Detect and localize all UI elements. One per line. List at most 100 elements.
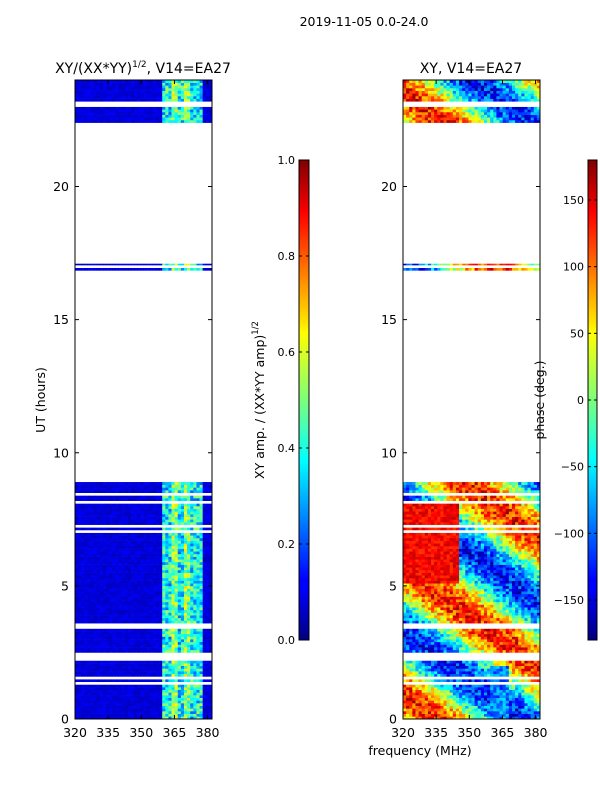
left-heatmap-cell xyxy=(146,657,151,661)
amplitude-colorbar: 0.00.20.40.60.81.0 XY amp. / (XX*YY amp)… xyxy=(251,154,310,647)
left-heatmap-cell xyxy=(84,267,88,271)
left-heatmap-cell xyxy=(121,663,126,667)
left-heatmap-cell xyxy=(106,521,110,525)
left-heatmap-cell xyxy=(162,703,166,706)
left-heatmap-cell xyxy=(131,588,135,592)
left-heatmap-cell xyxy=(81,687,85,691)
left-heatmap-cell xyxy=(171,572,176,576)
left-heatmap-cell xyxy=(115,679,119,683)
left-heatmap-cell xyxy=(103,625,107,629)
left-heatmap-cell xyxy=(81,636,85,640)
left-heatmap-cell xyxy=(75,111,79,115)
left-heatmap-cell xyxy=(121,641,126,645)
left-heatmap-cell xyxy=(168,265,172,268)
left-heatmap-cell xyxy=(177,569,182,573)
left-heatmap-cell xyxy=(177,545,182,549)
left-heatmap-cell xyxy=(106,655,110,659)
left-heatmap-cell xyxy=(137,583,141,587)
left-heatmap-cell xyxy=(87,548,91,552)
right-heatmap-cell xyxy=(490,708,494,712)
left-heatmap-cell xyxy=(177,663,182,667)
left-heatmap-cell xyxy=(159,548,163,552)
left-heatmap-cell xyxy=(127,506,132,509)
right-heatmap-cell xyxy=(502,708,507,712)
left-heatmap-cell xyxy=(121,633,126,637)
left-heatmap-cell xyxy=(127,103,132,107)
left-heatmap-cell xyxy=(149,519,154,523)
left-heatmap-cell xyxy=(162,639,166,643)
left-heatmap-cell xyxy=(152,109,157,113)
left-heatmap-cell xyxy=(199,593,204,597)
left-heatmap-cell xyxy=(90,711,95,714)
left-heatmap-cell xyxy=(124,703,129,706)
left-heatmap-cell xyxy=(124,535,129,539)
left-heatmap-cell xyxy=(84,604,88,608)
left-heatmap-cell xyxy=(90,564,95,568)
left-heatmap-cell xyxy=(112,681,116,685)
left-heatmap-cell xyxy=(137,708,141,712)
left-heatmap-cell xyxy=(174,628,179,632)
left-heatmap-cell xyxy=(155,516,160,520)
left-heatmap-cell xyxy=(155,575,160,579)
left-heatmap-cell xyxy=(196,492,200,496)
left-heatmap-cell xyxy=(109,663,113,667)
left-heatmap-cell xyxy=(99,484,104,488)
left-heatmap-cell xyxy=(87,671,91,675)
left-heatmap-cell xyxy=(183,519,188,523)
left-heatmap-cell xyxy=(103,652,107,656)
left-heatmap-cell xyxy=(155,561,160,565)
left-heatmap-cell xyxy=(202,711,207,714)
right-heatmap-cell xyxy=(483,713,488,717)
left-heatmap-cell xyxy=(137,671,141,675)
left-heatmap-cell xyxy=(127,513,132,517)
left-heatmap-cell xyxy=(115,119,119,123)
left-heatmap-cell xyxy=(177,649,182,653)
left-heatmap-cell xyxy=(75,593,79,597)
left-heatmap-cell xyxy=(103,697,107,701)
left-heatmap-cell xyxy=(81,716,85,719)
left-heatmap-cell xyxy=(127,516,132,520)
left-heatmap-cell xyxy=(202,689,207,693)
left-heatmap-cell xyxy=(99,492,104,496)
left-heatmap-cell xyxy=(112,697,116,701)
left-heatmap-cell xyxy=(134,506,138,509)
left-heatmap-cell xyxy=(183,527,188,531)
left-heatmap-cell xyxy=(177,673,182,677)
left-heatmap-cell xyxy=(146,607,151,611)
left-heatmap-cell xyxy=(115,511,119,515)
left-heatmap-cell xyxy=(134,588,138,592)
left-heatmap-cell xyxy=(208,267,212,271)
left-heatmap-cell xyxy=(134,513,138,517)
left-heatmap-cell xyxy=(131,498,135,501)
left-heatmap-cell xyxy=(205,711,210,714)
left-heatmap-cell xyxy=(183,625,188,629)
left-heatmap-cell xyxy=(75,569,79,573)
left-heatmap-cell xyxy=(149,527,154,531)
left-heatmap-cell xyxy=(96,267,101,271)
left-heatmap-cell xyxy=(106,572,110,576)
left-heatmap-cell xyxy=(121,527,126,531)
left-heatmap-cell xyxy=(180,495,185,499)
left-heatmap-cell xyxy=(146,649,151,653)
left-heatmap-cell xyxy=(99,588,104,592)
left-heatmap-cell xyxy=(140,684,144,688)
left-heatmap-cell xyxy=(155,580,160,584)
left-heatmap-cell xyxy=(171,511,176,515)
left-heatmap-cell xyxy=(146,713,151,717)
left-heatmap-cell xyxy=(162,484,166,488)
left-heatmap-cell xyxy=(84,716,88,719)
left-heatmap-cell xyxy=(152,559,157,563)
left-heatmap-cell xyxy=(152,545,157,549)
left-heatmap-cell xyxy=(196,111,200,115)
left-heatmap-cell xyxy=(131,543,135,547)
left-heatmap-cell xyxy=(146,612,151,616)
left-heatmap-cell xyxy=(87,572,91,576)
left-heatmap-cell xyxy=(115,580,119,584)
left-heatmap-cell xyxy=(106,500,110,504)
left-heatmap-cell xyxy=(162,617,166,621)
left-heatmap-cell xyxy=(162,545,166,549)
left-heatmap-cell xyxy=(177,636,182,640)
left-heatmap-cell xyxy=(187,697,191,701)
left-heatmap-cell xyxy=(87,527,91,531)
left-heatmap-cell xyxy=(96,628,101,632)
